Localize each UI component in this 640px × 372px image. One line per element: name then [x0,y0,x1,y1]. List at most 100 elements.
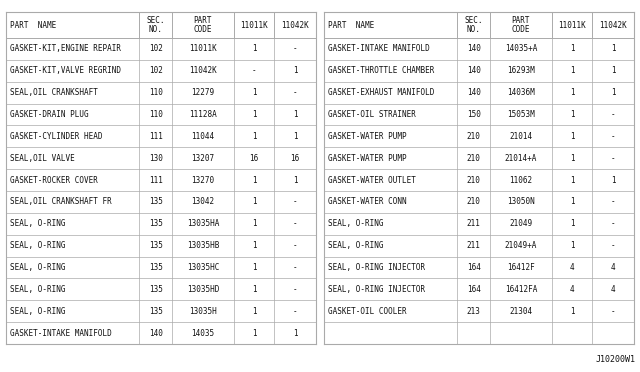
Text: 13207: 13207 [191,154,214,163]
Text: 1: 1 [570,66,574,75]
Text: 164: 164 [467,285,481,294]
Text: PART
CODE: PART CODE [511,16,530,34]
Text: -: - [292,241,298,250]
Text: 110: 110 [148,88,163,97]
Text: SEAL,OIL CRANKSHAFT FR: SEAL,OIL CRANKSHAFT FR [10,198,112,206]
Text: SEAL,OIL CRANKSHAFT: SEAL,OIL CRANKSHAFT [10,88,98,97]
Text: 13035H: 13035H [189,307,217,316]
Text: 16: 16 [291,154,300,163]
Text: 211: 211 [467,241,481,250]
Text: 21304: 21304 [509,307,532,316]
Text: GASKET-DRAIN PLUG: GASKET-DRAIN PLUG [10,110,88,119]
Text: -: - [611,241,616,250]
Text: 1: 1 [292,328,298,337]
Text: SEAL, O-RING: SEAL, O-RING [10,285,65,294]
Text: 21049+A: 21049+A [505,241,537,250]
Text: 13035HD: 13035HD [187,285,219,294]
Text: J10200W1: J10200W1 [596,355,636,364]
Text: 140: 140 [467,66,481,75]
Text: SEAL, O-RING: SEAL, O-RING [10,241,65,250]
Text: 210: 210 [467,154,481,163]
Text: 1: 1 [570,154,574,163]
Text: 16293M: 16293M [507,66,535,75]
Text: 11044: 11044 [191,132,214,141]
Text: 211: 211 [467,219,481,228]
Text: 1: 1 [570,176,574,185]
Text: 11042K: 11042K [189,66,217,75]
Text: GASKET-ROCKER COVER: GASKET-ROCKER COVER [10,176,98,185]
Text: SEAL, O-RING: SEAL, O-RING [328,219,383,228]
Text: 1: 1 [570,307,574,316]
Text: 1: 1 [252,219,256,228]
Text: 14035: 14035 [191,328,214,337]
Bar [6,12,316,344]
Text: 1: 1 [292,110,298,119]
Text: GASKET-OIL STRAINER: GASKET-OIL STRAINER [328,110,416,119]
Text: 213: 213 [467,307,481,316]
Text: 135: 135 [148,219,163,228]
Text: 4: 4 [611,285,616,294]
Text: 210: 210 [467,198,481,206]
Text: 1: 1 [570,241,574,250]
Text: 1: 1 [252,307,256,316]
Text: 1: 1 [252,198,256,206]
Text: 11011K: 11011K [558,20,586,29]
Text: 1: 1 [252,241,256,250]
Text: -: - [292,307,298,316]
Text: 102: 102 [148,44,163,54]
Text: 1: 1 [570,44,574,54]
Text: 1: 1 [252,285,256,294]
Text: 1: 1 [570,88,574,97]
Text: -: - [611,198,616,206]
Text: GASKET-WATER CONN: GASKET-WATER CONN [328,198,406,206]
Text: SEAL, O-RING: SEAL, O-RING [10,219,65,228]
Text: 16412FA: 16412FA [505,285,537,294]
Text: PART  NAME: PART NAME [10,20,56,29]
Text: 13035HB: 13035HB [187,241,219,250]
Text: GASKET-KIT,ENGINE REPAIR: GASKET-KIT,ENGINE REPAIR [10,44,121,54]
Text: 135: 135 [148,263,163,272]
Text: 16412F: 16412F [507,263,535,272]
Text: -: - [611,219,616,228]
Text: GASKET-WATER PUMP: GASKET-WATER PUMP [328,132,406,141]
Text: -: - [292,198,298,206]
Text: 1: 1 [252,176,256,185]
Text: 111: 111 [148,132,163,141]
Text: 150: 150 [467,110,481,119]
Text: SEAL, O-RING INJECTOR: SEAL, O-RING INJECTOR [328,263,425,272]
Text: SEC.
NO.: SEC. NO. [147,16,165,34]
Text: PART  NAME: PART NAME [328,20,374,29]
Text: 210: 210 [467,176,481,185]
Text: -: - [611,110,616,119]
Text: 1: 1 [611,66,616,75]
Text: 13042: 13042 [191,198,214,206]
Text: GASKET-EXHAUST MANIFOLD: GASKET-EXHAUST MANIFOLD [328,88,435,97]
Text: 135: 135 [148,198,163,206]
Text: 102: 102 [148,66,163,75]
Text: 14036M: 14036M [507,88,535,97]
Text: 11062: 11062 [509,176,532,185]
Text: 140: 140 [467,44,481,54]
Text: 4: 4 [570,263,574,272]
Text: 11042K: 11042K [599,20,627,29]
Text: -: - [292,219,298,228]
Text: 21049: 21049 [509,219,532,228]
Text: SEC.
NO.: SEC. NO. [465,16,483,34]
Text: 16: 16 [250,154,259,163]
Text: 1: 1 [252,110,256,119]
Text: 1: 1 [292,66,298,75]
Text: 13050N: 13050N [507,198,535,206]
Text: 1: 1 [252,132,256,141]
Text: GASKET-THROTTLE CHAMBER: GASKET-THROTTLE CHAMBER [328,66,435,75]
Text: 1: 1 [292,176,298,185]
Text: SEAL,OIL VALVE: SEAL,OIL VALVE [10,154,75,163]
Text: 135: 135 [148,307,163,316]
Text: SEAL, O-RING INJECTOR: SEAL, O-RING INJECTOR [328,285,425,294]
Text: 140: 140 [148,328,163,337]
Text: GASKET-CYLINDER HEAD: GASKET-CYLINDER HEAD [10,132,102,141]
Text: 11042K: 11042K [281,20,309,29]
Text: 15053M: 15053M [507,110,535,119]
Text: 135: 135 [148,285,163,294]
Text: -: - [611,307,616,316]
Text: SEAL, O-RING: SEAL, O-RING [10,307,65,316]
